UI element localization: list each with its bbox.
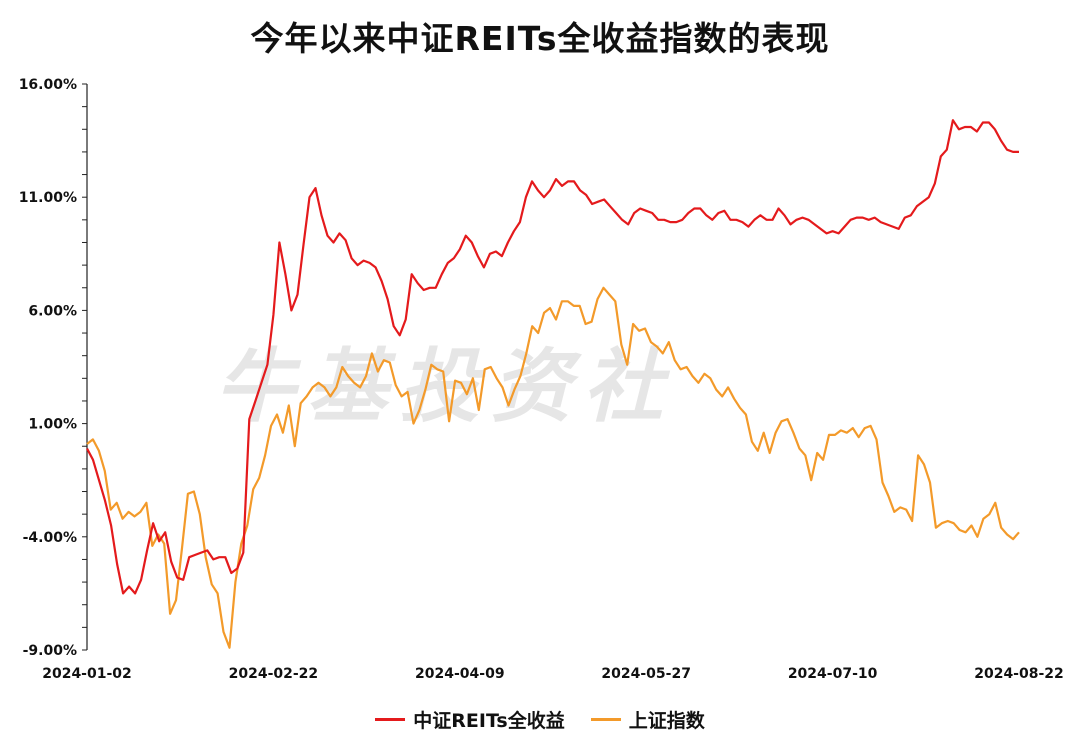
- x-tick-label: 2024-01-02: [42, 666, 132, 682]
- x-tick-label: 2024-08-22: [974, 666, 1064, 682]
- legend-item-reits: 中证REITs全收益: [375, 706, 565, 733]
- y-tick-label: 6.00%: [28, 303, 77, 319]
- chart-title: 今年以来中证REITs全收益指数的表现: [250, 19, 830, 58]
- legend-swatch-sse: [590, 718, 621, 721]
- series-line-0: [86, 119, 1019, 595]
- x-tick-label: 2024-02-22: [229, 666, 319, 682]
- series-layer: [86, 119, 1020, 649]
- y-tick-label: -4.00%: [23, 530, 77, 546]
- legend: 中证REITs全收益 上证指数: [0, 706, 1080, 733]
- series-line-1: [86, 286, 1020, 649]
- x-tick-label: 2024-04-09: [415, 666, 505, 682]
- legend-item-sse: 上证指数: [590, 706, 705, 733]
- x-ticks: 2024-01-02 2024-02-22 2024-04-09 2024-05-27…: [42, 666, 1064, 682]
- legend-label-sse: 上证指数: [628, 710, 705, 732]
- y-tick-label: 11.00%: [19, 190, 77, 206]
- y-tick-label: 16.00%: [19, 77, 77, 93]
- x-tick-label: 2024-07-10: [788, 666, 878, 682]
- legend-swatch-reits: [375, 718, 406, 721]
- legend-label-reits: 中证REITs全收益: [413, 710, 565, 732]
- y-tick-label: -9.00%: [23, 643, 77, 659]
- y-tick-label: 1.00%: [28, 417, 77, 433]
- y-ticks: 16.00% 11.00% 6.00% 1.00% -4.00% -9.00%: [19, 77, 87, 659]
- chart-plot: 16.00% 11.00% 6.00% 1.00% -4.00% -9.00% 2024-…: [19, 77, 1064, 682]
- x-tick-label: 2024-05-27: [601, 666, 691, 682]
